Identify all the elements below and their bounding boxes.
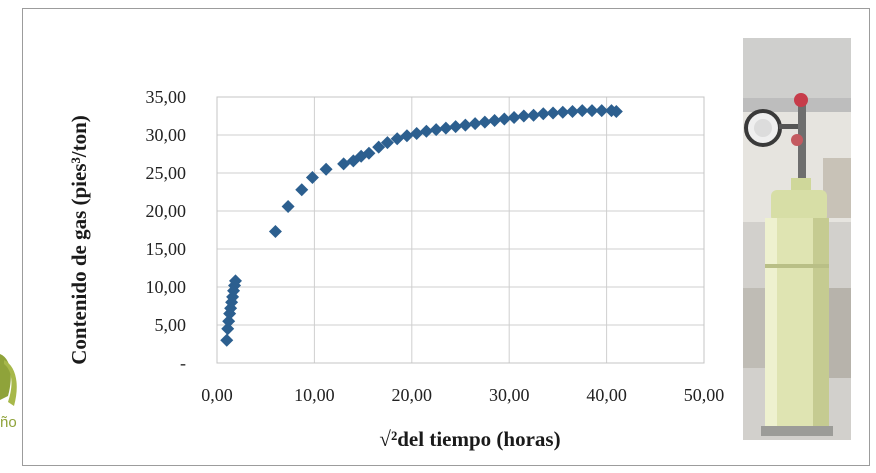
x-axis-title: √²del tiempo (horas) (379, 427, 560, 451)
data-point (268, 225, 282, 239)
data-point (229, 274, 243, 288)
y-axis-title: Contenido de gas (pies³/ton) (67, 115, 91, 365)
data-point (362, 146, 376, 160)
y-tick-label: 30,00 (146, 125, 187, 145)
x-tick-label: 40,00 (586, 385, 627, 405)
data-point (507, 111, 521, 125)
figure-frame (22, 8, 870, 466)
data-point (468, 117, 482, 131)
data-point (220, 333, 234, 347)
data-point (372, 140, 386, 154)
data-point (458, 118, 472, 132)
data-points (220, 104, 623, 347)
data-point (419, 124, 433, 138)
y-tick-label: - (180, 353, 186, 373)
data-point (400, 129, 414, 143)
data-point (449, 120, 463, 134)
y-tick-labels: - 5,00 10,00 15,00 20,00 25,00 30,00 35,00 (146, 87, 187, 373)
x-tick-label: 30,00 (489, 385, 530, 405)
y-tick-label: 5,00 (155, 315, 187, 335)
x-tick-label: 0,00 (201, 385, 233, 405)
data-point (221, 322, 235, 336)
logo-fragment: ño (0, 340, 22, 450)
y-tick-label: 25,00 (146, 163, 187, 183)
x-tick-label: 10,00 (294, 385, 335, 405)
data-point (527, 108, 541, 122)
data-point (546, 106, 560, 120)
x-tick-label: 50,00 (684, 385, 725, 405)
data-point (380, 136, 394, 150)
data-point (488, 114, 502, 128)
data-point (429, 123, 443, 137)
data-point (305, 171, 319, 185)
data-point (556, 105, 570, 119)
x-tick-label: 20,00 (392, 385, 433, 405)
logo-text-fragment: ño (0, 414, 17, 431)
data-point (222, 314, 236, 328)
axes (216, 96, 705, 364)
x-tick-labels: 0,00 10,00 20,00 30,00 40,00 50,00 (201, 385, 724, 405)
gas-canister-photo-icon (743, 38, 851, 440)
data-point (566, 104, 580, 118)
data-point (337, 157, 351, 171)
data-point (410, 126, 424, 140)
data-point (390, 132, 404, 146)
data-point (497, 112, 511, 126)
data-point (609, 104, 623, 118)
y-tick-label: 10,00 (146, 277, 187, 297)
y-tick-label: 20,00 (146, 201, 187, 221)
data-point (575, 104, 589, 118)
y-tick-label: 35,00 (146, 87, 187, 107)
data-point (585, 104, 599, 118)
data-point (439, 121, 453, 135)
data-point (478, 115, 492, 129)
data-point (319, 162, 333, 176)
data-point (517, 109, 531, 123)
data-point (595, 104, 609, 118)
grid-lines (216, 96, 705, 363)
data-point (295, 183, 309, 197)
plot-area-border (216, 96, 705, 364)
data-point (536, 107, 550, 121)
data-point (281, 199, 295, 213)
y-tick-label: 15,00 (146, 239, 187, 259)
